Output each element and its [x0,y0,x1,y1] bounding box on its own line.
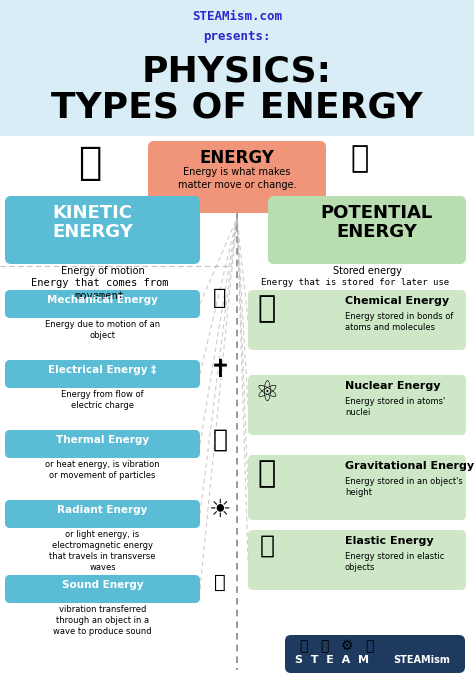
Text: 🍎: 🍎 [258,294,276,323]
Circle shape [0,621,55,680]
Text: Energy is what makes
matter move or change.: Energy is what makes matter move or chan… [178,167,296,190]
Text: 🎵: 🎵 [214,573,226,592]
Text: Electrical Energy ‡: Electrical Energy ‡ [48,365,156,375]
Text: STEAMism.com: STEAMism.com [192,10,282,23]
Text: ☀️: ☀️ [209,498,231,522]
Text: PHYSICS:: PHYSICS: [142,55,332,89]
Text: Thermal Energy: Thermal Energy [56,435,149,445]
Text: ⚛️: ⚛️ [255,379,280,407]
Text: 🐒: 🐒 [258,459,276,488]
Text: POTENTIAL
ENERGY: POTENTIAL ENERGY [321,204,433,241]
Text: presents:: presents: [203,30,271,43]
Text: vibration transferred
through an object in a
wave to produce sound: vibration transferred through an object … [53,605,152,636]
Circle shape [399,639,435,674]
Text: Energy stored in bonds of
atoms and molecules: Energy stored in bonds of atoms and mole… [345,312,453,332]
Text: Energy stored in an object's
height: Energy stored in an object's height [345,477,463,497]
Text: 🔥: 🔥 [212,428,228,452]
FancyBboxPatch shape [5,575,200,603]
FancyBboxPatch shape [285,635,465,673]
Text: Energy of motion: Energy of motion [61,266,145,276]
Text: ⚙️: ⚙️ [341,639,353,653]
Text: 📁: 📁 [351,144,369,173]
Circle shape [429,610,474,662]
Circle shape [356,590,402,634]
FancyBboxPatch shape [0,136,474,680]
Text: Energy that is stored for later use: Energy that is stored for later use [261,278,449,287]
Text: Sound Energy: Sound Energy [62,580,143,590]
Text: STEAMism: STEAMism [393,655,450,665]
Text: 🔬: 🔬 [299,639,307,653]
Text: S  T  E  A  M: S T E A M [295,655,369,665]
FancyBboxPatch shape [5,196,200,264]
Text: Elastic Energy: Elastic Energy [345,536,434,546]
Text: Energy that comes from
movement: Energy that comes from movement [31,278,169,301]
FancyBboxPatch shape [248,290,466,350]
FancyBboxPatch shape [248,455,466,520]
Text: Energy stored in elastic
objects: Energy stored in elastic objects [345,552,444,572]
Text: ENERGY: ENERGY [200,149,274,167]
Text: Radiant Energy: Radiant Energy [57,505,148,515]
Text: Energy due to motion of an
object: Energy due to motion of an object [45,320,160,340]
FancyBboxPatch shape [248,375,466,435]
FancyBboxPatch shape [0,0,474,136]
FancyBboxPatch shape [248,530,466,590]
FancyBboxPatch shape [268,196,466,264]
Text: Energy from flow of
electric charge: Energy from flow of electric charge [61,390,144,410]
FancyBboxPatch shape [5,430,200,458]
Text: Gravitational Energy: Gravitational Energy [345,461,474,471]
Text: TYPES OF ENERGY: TYPES OF ENERGY [51,90,423,124]
Text: KINETIC
ENERGY: KINETIC ENERGY [52,204,133,241]
Text: 🖥️: 🖥️ [321,639,329,653]
FancyBboxPatch shape [5,500,200,528]
Text: Mechanical Energy: Mechanical Energy [47,295,158,305]
Circle shape [59,618,102,660]
FancyBboxPatch shape [5,290,200,318]
FancyBboxPatch shape [5,360,200,388]
Text: 🌀: 🌀 [259,534,274,558]
Text: or heat energy, is vibration
or movement of particles: or heat energy, is vibration or movement… [45,460,160,480]
Text: Nuclear Energy: Nuclear Energy [345,381,440,391]
Text: Chemical Energy: Chemical Energy [345,296,449,306]
Text: or light energy, is
electromagnetic energy
that travels in transverse
waves: or light energy, is electromagnetic ener… [49,530,156,573]
Text: 🎨: 🎨 [365,639,373,653]
Text: 🚴: 🚴 [213,288,227,308]
Text: 🏃: 🏃 [78,144,102,182]
Text: ✝: ✝ [210,358,230,382]
FancyBboxPatch shape [148,141,326,213]
Text: Energy stored in atoms'
nuclei: Energy stored in atoms' nuclei [345,397,445,417]
Text: Stored energy: Stored energy [333,266,401,276]
